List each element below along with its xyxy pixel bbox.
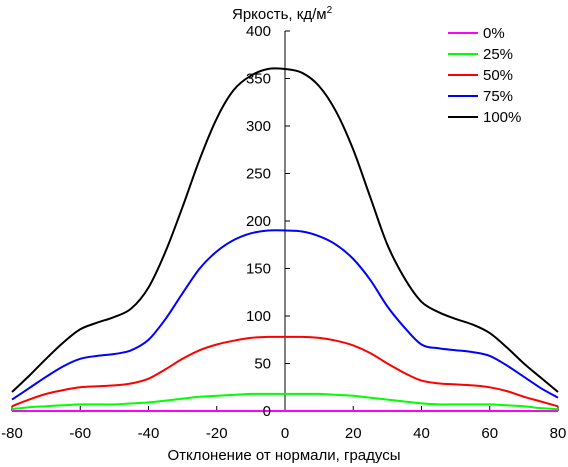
y-tick-label: 300	[246, 118, 271, 135]
x-tick-label: -20	[206, 425, 228, 442]
x-tick-label: -60	[69, 425, 91, 442]
y-axis-label-text: Яркость, кд/м	[232, 6, 327, 23]
legend-label: 100%	[483, 109, 521, 126]
legend-label: 0%	[483, 25, 505, 42]
x-tick-label: 60	[481, 425, 498, 442]
x-tick-label: 0	[281, 425, 289, 442]
y-tick-label: 150	[246, 261, 271, 278]
series-line-25pct	[11, 392, 559, 411]
x-tick-label: 40	[413, 425, 430, 442]
y-tick-label: 50	[254, 356, 271, 373]
y-axis-label-superscript: 2	[327, 5, 333, 16]
legend-label: 25%	[483, 46, 513, 63]
y-tick-label: 0	[263, 403, 271, 420]
y-tick-label: 400	[246, 23, 271, 40]
x-tick-label: -80	[1, 425, 23, 442]
legend: 0% 25% 50% 75% 100%	[448, 25, 521, 126]
y-tick-label: 350	[246, 71, 271, 88]
y-axis-label: Яркость, кд/м2	[232, 5, 333, 23]
x-tick-label: 20	[345, 425, 362, 442]
y-tick-label: 250	[246, 166, 271, 183]
tick-labels: 0 50 100 150 200 250 300 350 400 -80 -60 -40 -20 0 20 4…	[1, 23, 566, 442]
x-tick-label: -40	[138, 425, 160, 442]
axes	[11, 30, 559, 412]
legend-label: 75%	[483, 88, 513, 105]
series-layer	[11, 67, 559, 412]
series-line-100pct	[11, 67, 559, 393]
legend-label: 50%	[483, 67, 513, 84]
x-tick-label: 80	[550, 425, 567, 442]
y-tick-label: 100	[246, 308, 271, 325]
x-axis-label: Отклонение от нормали, градусы	[168, 447, 401, 464]
series-line-50pct	[11, 335, 559, 408]
series-line-75pct	[11, 229, 559, 401]
y-tick-label: 200	[246, 213, 271, 230]
